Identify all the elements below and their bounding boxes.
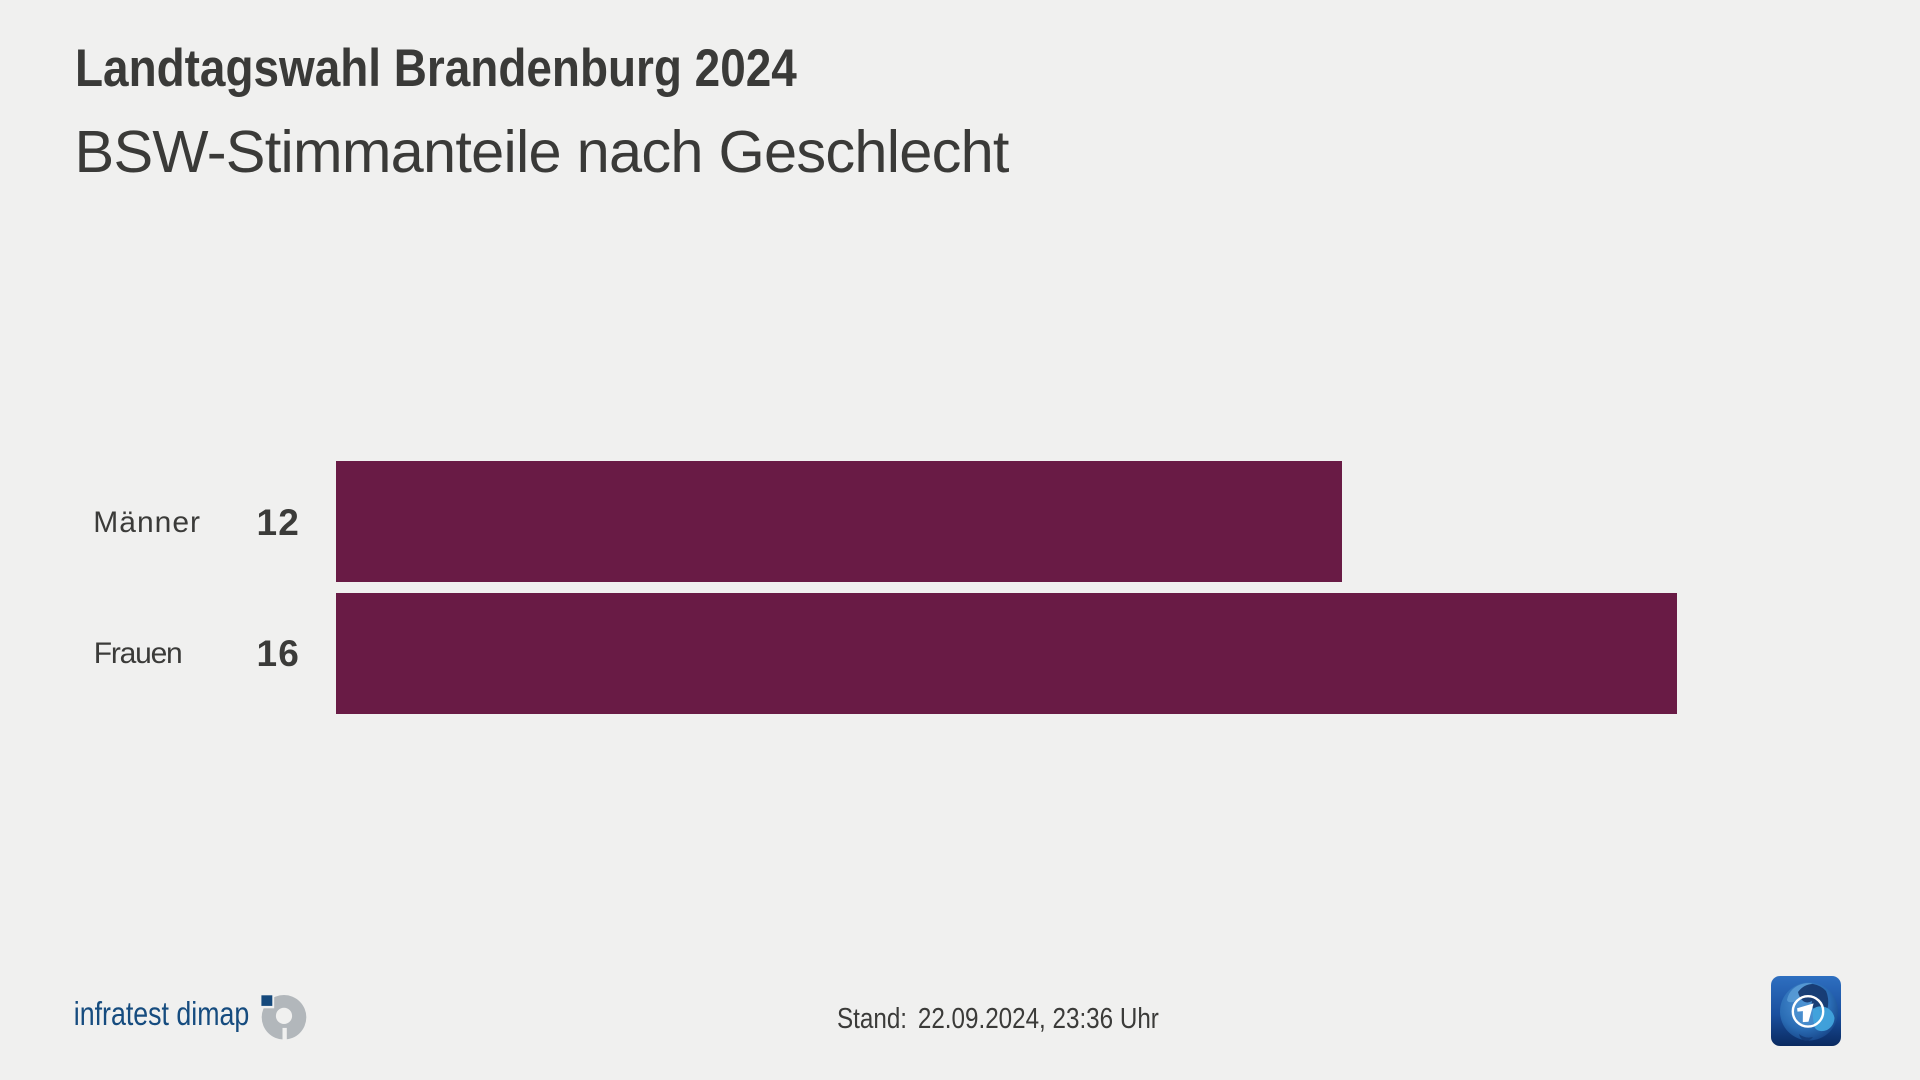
svg-text:infratest dimap: infratest dimap [74, 995, 250, 1032]
